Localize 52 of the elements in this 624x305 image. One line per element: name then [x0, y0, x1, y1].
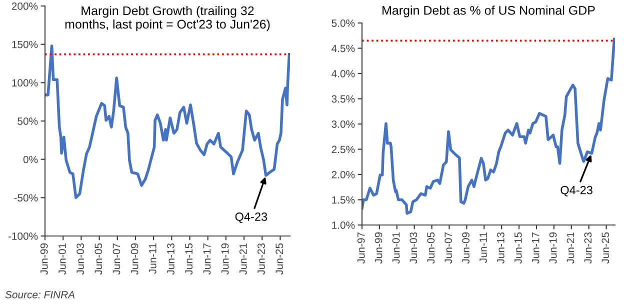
x-tick-label: Jun-05	[94, 243, 102, 275]
y-tick-label: 2.0%	[332, 171, 355, 178]
x-tick-label: Jun-09	[130, 243, 138, 275]
y-tick-label: 5.0%	[332, 20, 355, 27]
x-tick-label: Jun-01	[58, 243, 66, 275]
x-tick-label: Jun-15	[514, 232, 522, 264]
x-tick-label: Jun-25	[602, 232, 610, 264]
y-tick-label: 2.5%	[332, 146, 355, 154]
x-tick-label: Jun-23	[258, 243, 265, 275]
y-tick-label: 50%	[18, 118, 38, 125]
y-tick-label: -50%	[14, 194, 38, 202]
x-tick-label: Jun-21	[566, 232, 574, 264]
x-tick-label: Jun-19	[221, 243, 229, 275]
y-tick-label: 150%	[12, 40, 38, 48]
x-tick-label: Jun-05	[427, 232, 435, 264]
x-tick-label: Jun-99	[374, 232, 382, 264]
y-tick-label: -100%	[8, 232, 38, 240]
y-tick-label: 3.0%	[332, 120, 355, 128]
line-series	[362, 38, 615, 215]
x-tick-label: Jun-09	[462, 232, 470, 264]
x-tick-label: Jun-17	[532, 232, 540, 264]
y-tick-label: 0%	[23, 156, 38, 164]
x-tick-label: Jun-19	[549, 232, 557, 264]
x-tick-label: Jun-15	[185, 243, 193, 275]
x-tick-label: Jun-21	[239, 243, 247, 275]
chart-title: Margin Debt as % of US Nominal GDP	[382, 6, 595, 18]
x-tick-label: Jun-11	[149, 243, 156, 274]
x-tick-label: Jun-23	[584, 232, 592, 264]
x-tick-label: Jun-07	[444, 232, 452, 264]
y-tick-label: 1.0%	[332, 222, 355, 229]
x-tick-label: Jun-99	[40, 243, 48, 275]
x-tick-label: Jun-13	[497, 232, 504, 264]
y-tick-label: 1.5%	[332, 196, 355, 204]
y-tick-label: 4.0%	[332, 70, 355, 78]
x-tick-label: Jun-11	[480, 232, 487, 263]
x-tick-label: Jun-13	[167, 243, 174, 275]
x-tick-label: Jun-07	[112, 243, 120, 275]
y-tick-label: 3.5%	[332, 95, 355, 103]
x-tick-label: Jun-03	[76, 243, 84, 275]
x-tick-label: Jun-97	[357, 232, 365, 264]
x-tick-label: Jun-03	[410, 232, 418, 264]
y-tick-label: 100%	[12, 79, 38, 87]
annotation: Q4-23	[235, 212, 268, 224]
text: Margin Debt Growth (trailing 32 months, last point = Oct'23 to Jun'26)	[65, 6, 270, 32]
source-note: Source: FINRA	[5, 290, 74, 298]
annotation: Q4-23	[560, 186, 592, 196]
x-tick-label: Jun-25	[276, 243, 284, 275]
y-tick-label: 4.5%	[332, 44, 355, 52]
x-tick-label: Jun-01	[392, 232, 400, 264]
y-tick-label: 200%	[12, 2, 38, 10]
line-series	[45, 44, 290, 200]
x-tick-label: Jun-17	[203, 243, 211, 275]
